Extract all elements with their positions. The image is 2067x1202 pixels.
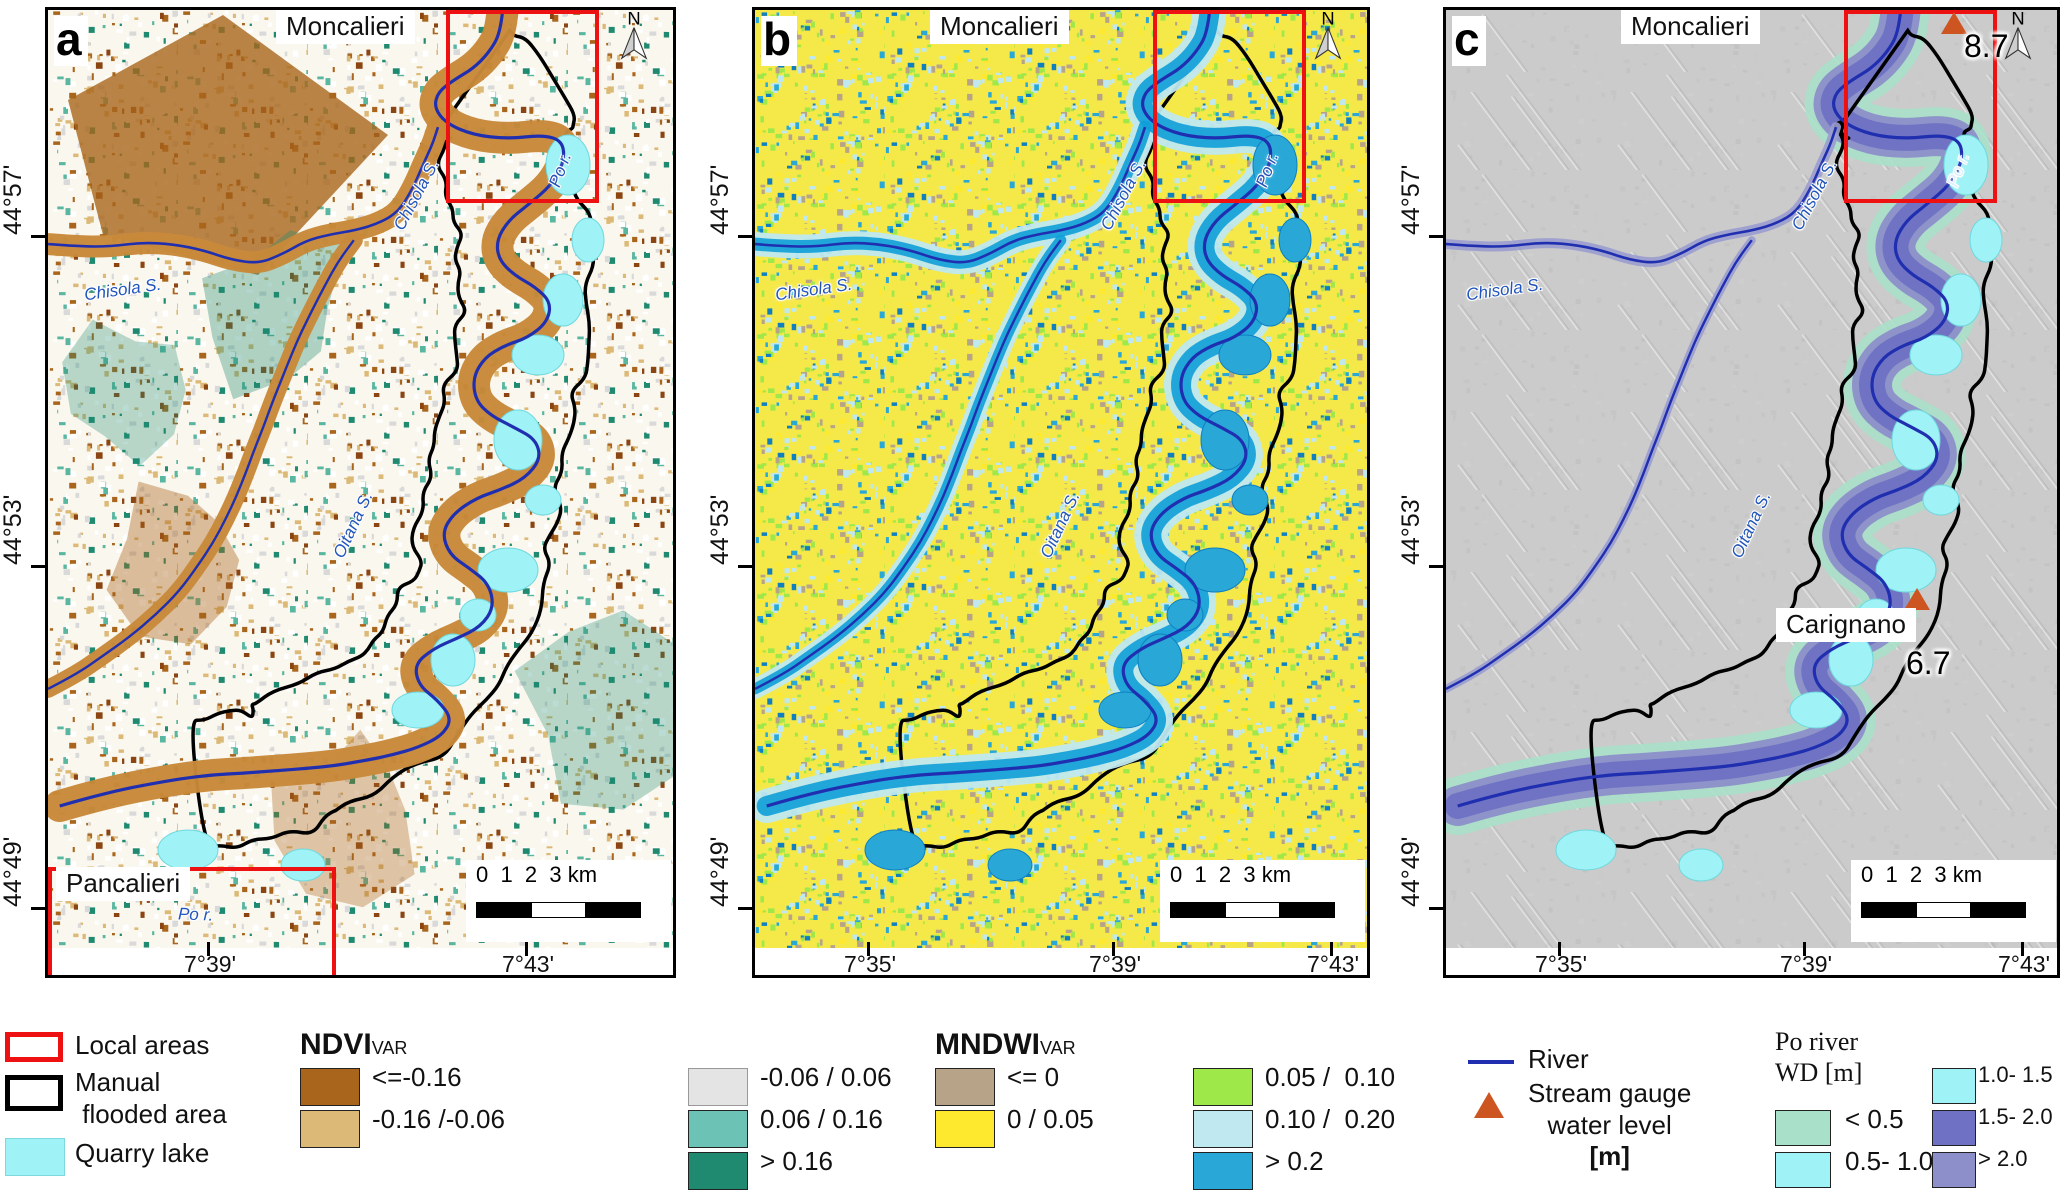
- svg-text:N: N: [1321, 12, 1334, 29]
- svg-text:N: N: [627, 12, 640, 29]
- svg-text:N: N: [2011, 12, 2024, 29]
